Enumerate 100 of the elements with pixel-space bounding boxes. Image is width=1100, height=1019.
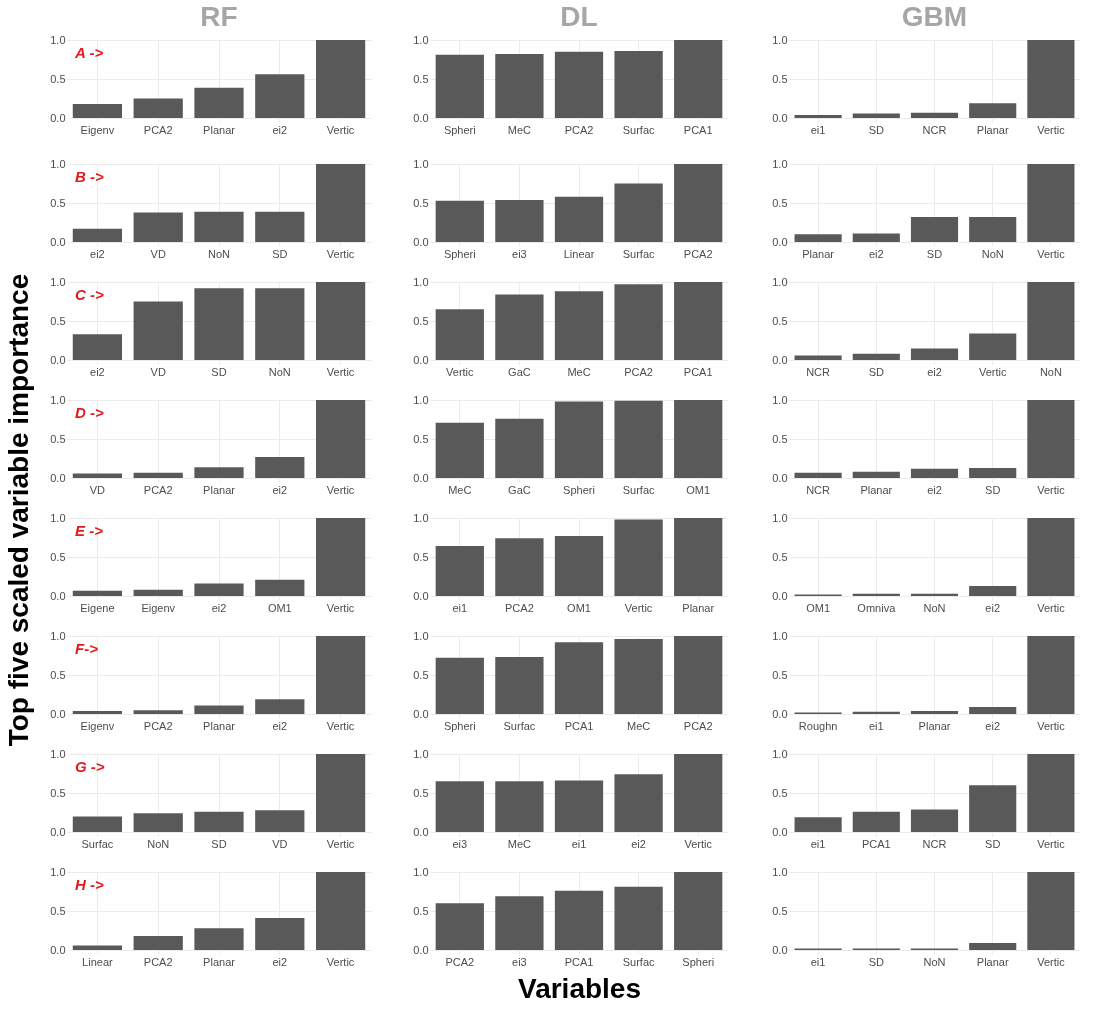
bar: [554, 535, 604, 597]
y-tick-label: 0.0: [772, 707, 788, 720]
y-tick-label: 1.0: [772, 33, 788, 46]
x-tick-label: MeC: [567, 365, 591, 378]
x-tick-label: OM1: [806, 601, 831, 614]
x-tick-label: NoN: [981, 247, 1004, 260]
x-tick-label: ei1: [810, 955, 826, 968]
y-tick-label: 0.0: [413, 111, 429, 124]
y-tick-label: 0.0: [50, 353, 66, 366]
y-tick-label: 1.0: [50, 511, 66, 524]
bar: [852, 233, 900, 243]
y-tick-label: 1.0: [772, 865, 788, 878]
x-tick-label: Linear: [82, 955, 114, 968]
bar: [495, 54, 544, 119]
bar: [674, 872, 723, 951]
bar: [852, 811, 900, 833]
bar: [133, 301, 183, 361]
annotation: E ->: [75, 522, 104, 539]
x-tick-label: PCA2: [143, 719, 173, 732]
x-tick-label: Vertic: [1037, 837, 1066, 850]
bar: [674, 400, 723, 479]
x-tick-label: MeC: [626, 719, 651, 732]
x-tick-label: PCA1: [564, 955, 594, 968]
x-tick-label: ei3: [512, 247, 527, 260]
y-tick-label: 0.5: [50, 668, 66, 681]
x-tick-label: NCR: [806, 483, 831, 496]
bar: [969, 943, 1017, 951]
x-tick-label: Planar: [203, 955, 236, 968]
bar: [969, 467, 1017, 479]
x-tick-label: ei1: [810, 123, 826, 136]
y-tick-label: 0.5: [413, 432, 429, 445]
x-tick-label: Vertic: [326, 601, 355, 614]
y-tick-label: 0.5: [772, 904, 788, 917]
bar: [554, 780, 604, 833]
bar: [72, 710, 123, 715]
bar: [315, 636, 366, 715]
y-tick-label: 0.0: [772, 471, 788, 484]
bar: [794, 817, 842, 833]
x-tick-label: NCR: [922, 123, 947, 136]
x-tick-label: Eigenv: [80, 123, 115, 136]
bar: [554, 642, 604, 715]
x-tick-label: Vertic: [1037, 247, 1066, 260]
x-tick-label: ei2: [211, 601, 227, 614]
x-tick-label: ei1: [868, 719, 884, 732]
x-tick-label: ei2: [985, 601, 1001, 614]
bar: [1027, 872, 1075, 951]
x-tick-label: PCA2: [683, 247, 713, 260]
y-tick-label: 0.0: [50, 471, 66, 484]
x-tick-label: OM1: [267, 601, 292, 614]
x-tick-label: VD: [272, 837, 288, 850]
bar: [194, 583, 244, 597]
x-tick-label: PCA2: [445, 955, 475, 968]
annotation: G ->: [75, 758, 105, 775]
y-tick-label: 1.0: [50, 629, 66, 642]
bar: [614, 400, 663, 479]
x-axis-title: Variables: [518, 972, 641, 1004]
x-tick-label: PCA2: [143, 123, 173, 136]
bar: [614, 519, 663, 597]
x-tick-label: Vertic: [326, 837, 355, 850]
bar: [194, 288, 244, 361]
bar: [495, 418, 544, 479]
bar: [194, 467, 244, 479]
bar: [435, 546, 484, 597]
x-tick-label: Roughn: [798, 719, 838, 732]
x-tick-label: Planar: [976, 955, 1009, 968]
bar: [495, 781, 544, 833]
x-tick-label: Surfac: [81, 837, 114, 850]
bar: [674, 282, 723, 361]
y-tick-label: 1.0: [772, 393, 788, 406]
bar: [1027, 754, 1075, 833]
bar: [194, 811, 244, 833]
y-tick-label: 0.5: [50, 904, 66, 917]
y-tick-label: 0.5: [413, 904, 429, 917]
y-tick-label: 0.5: [50, 72, 66, 85]
y-tick-label: 0.0: [50, 825, 66, 838]
x-tick-label: NoN: [923, 601, 946, 614]
bar: [255, 699, 305, 715]
bar: [255, 810, 305, 833]
x-tick-label: Eigene: [80, 601, 115, 614]
bar: [910, 710, 959, 715]
y-tick-label: 0.0: [50, 235, 66, 248]
bar: [794, 472, 842, 479]
y-tick-label: 1.0: [413, 157, 429, 170]
x-tick-label: SD: [926, 247, 943, 260]
bar: [969, 585, 1017, 597]
x-tick-label: SD: [211, 837, 227, 850]
y-tick-label: 0.0: [413, 235, 429, 248]
bar: [614, 50, 663, 119]
x-tick-label: SD: [272, 247, 288, 260]
bar: [1027, 636, 1075, 715]
y-tick-label: 0.5: [772, 432, 788, 445]
x-tick-label: GaC: [508, 483, 531, 496]
y-tick-label: 0.5: [413, 550, 429, 563]
x-tick-label: Vertic: [446, 365, 475, 378]
bar: [969, 707, 1017, 715]
x-tick-label: Vertic: [1037, 601, 1066, 614]
x-tick-label: PCA1: [861, 837, 891, 850]
x-tick-label: SD: [868, 955, 884, 968]
y-tick-label: 0.0: [413, 471, 429, 484]
bar: [435, 54, 484, 119]
